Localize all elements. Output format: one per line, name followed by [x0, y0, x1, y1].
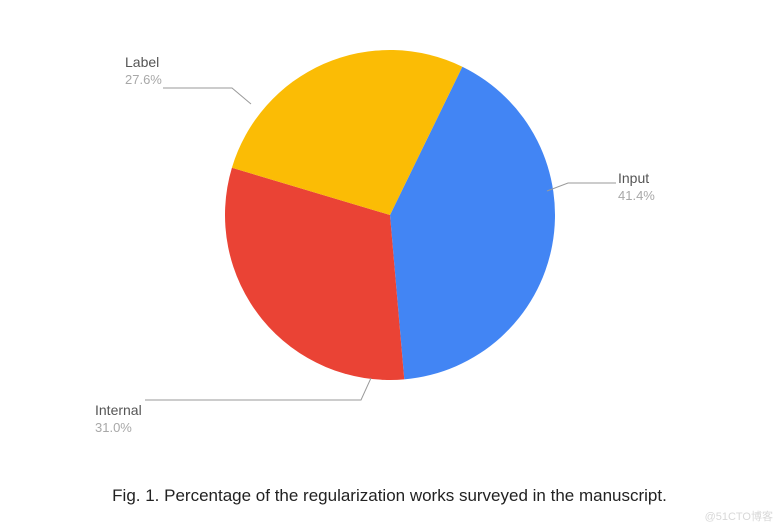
watermark: @51CTO博客 [705, 508, 773, 524]
slice-label-internal: Internal31.0% [95, 402, 142, 436]
figure-caption: Fig. 1. Percentage of the regularization… [0, 486, 779, 506]
slice-label-label: Label27.6% [125, 54, 162, 88]
leader-line-label [163, 88, 251, 104]
leader-line-input [547, 183, 616, 191]
slice-label-name: Internal [95, 402, 142, 420]
slice-label-pct: 27.6% [125, 72, 162, 88]
leader-lines [0, 0, 779, 470]
slice-label-input: Input41.4% [618, 170, 655, 204]
slice-label-pct: 41.4% [618, 188, 655, 204]
leader-line-internal [145, 378, 371, 400]
slice-label-name: Input [618, 170, 655, 188]
chart-area: Input41.4% Internal31.0% Label27.6% [0, 0, 779, 470]
slice-label-name: Label [125, 54, 162, 72]
slice-label-pct: 31.0% [95, 420, 142, 436]
